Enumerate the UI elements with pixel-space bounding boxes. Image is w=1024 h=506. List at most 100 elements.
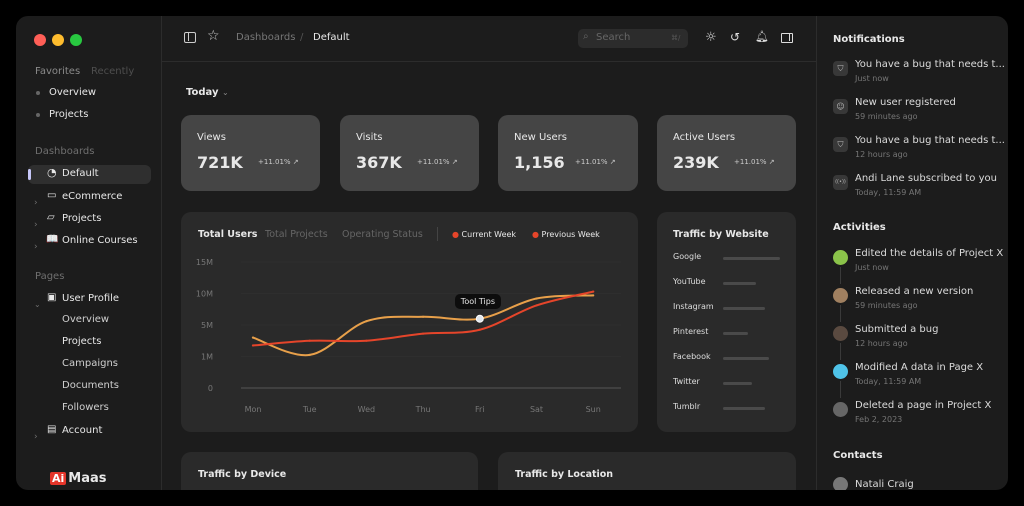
website-row: YouTube [673,277,783,291]
shopping-bag-icon: ▭ [47,190,57,201]
notification-text: Andi Lane subscribed to you [855,173,997,184]
notification-item[interactable]: ⛉ You have a bug that needs t... Just no… [833,59,1005,89]
folder-icon: ▱ [47,212,55,223]
activity-item[interactable]: Edited the details of Project X Just now [833,248,1003,278]
activity-text: Edited the details of Project X [855,248,1004,259]
activity-item[interactable]: Released a new version 59 minutes ago [833,286,1003,316]
activity-item[interactable]: Submitted a bug 12 hours ago [833,324,1003,354]
right-panel-toggle-icon[interactable] [781,33,793,43]
activity-time: 59 minutes ago [855,301,918,310]
search-input[interactable]: ⌕ Search ⌘/ [578,29,688,48]
search-placeholder: Search [596,32,631,43]
minimize-window-button[interactable] [52,34,64,46]
timeline-connector [840,381,841,398]
sidebar-item-projects[interactable]: Projects [49,109,89,120]
period-selector[interactable]: Today ⌄ [186,87,229,98]
star-icon[interactable]: ☆ [207,28,220,44]
stat-change: +11.01% ↗ [258,158,299,166]
sidebar-item-overview[interactable]: Overview [49,87,97,98]
id-card-icon: ▤ [47,424,57,435]
website-row: Facebook [673,352,783,366]
sidebar-item-user-profile[interactable]: ⌄ ▣ User Profile [34,292,154,309]
stat-change: +11.01% ↗ [734,158,775,166]
stat-value: 1,156 [514,153,565,172]
sidebar-subitem-projects[interactable]: Projects [62,336,102,347]
app-window: Favorites Recently Overview Projects Das… [16,16,1008,490]
stat-card-active-users: Active Users 239K +11.01% ↗ [657,115,796,191]
x-tick-label: Wed [358,405,375,414]
sidebar-item-label: User Profile [62,293,120,304]
divider [437,227,438,241]
tab-total-projects[interactable]: Total Projects [265,229,328,240]
website-name: YouTube [673,277,706,286]
notification-item[interactable]: ⛉ You have a bug that needs t... 12 hour… [833,135,1005,165]
tab-favorites[interactable]: Favorites [35,66,81,77]
history-icon[interactable]: ↺ [730,30,741,44]
chevron-down-icon: ⌄ [221,88,229,97]
search-icon: ⌕ [583,31,589,42]
chevron-down-icon: ⌄ [34,300,41,309]
y-tick-label: 5M [201,321,213,330]
broadcast-icon: ((•)) [833,175,848,190]
sidebar-subitem-campaigns[interactable]: Campaigns [62,358,119,369]
breadcrumb-dashboards[interactable]: Dashboards [236,32,296,43]
data-point [308,339,311,342]
notification-text: New user registered [855,97,956,108]
x-tick-label: Tue [302,405,317,414]
website-row: Twitter [673,377,783,391]
contact-name: Natali Craig [855,479,914,490]
website-name: Instagram [673,302,714,311]
trend-up-icon: ↗ [451,158,458,166]
y-tick-label: 10M [196,290,213,299]
activity-item[interactable]: Modified A data in Page X Today, 11:59 A… [833,362,1003,392]
tab-recently[interactable]: Recently [91,66,135,77]
data-point [592,290,595,293]
website-name: Pinterest [673,327,709,336]
bug-icon: ⛉ [833,137,848,152]
sidebar-subitem-overview[interactable]: Overview [62,314,110,325]
activity-item[interactable]: Deleted a page in Project X Feb 2, 2023 [833,400,1003,430]
avatar [833,402,848,417]
timeline-connector [840,343,841,360]
data-point [365,320,368,323]
breadcrumb-separator: / [300,32,304,43]
notification-item[interactable]: ((•)) Andi Lane subscribed to you Today,… [833,173,1003,203]
chevron-right-icon: › [34,242,38,252]
sidebar-item-online-courses[interactable]: › 📖 Online Courses [34,234,154,252]
notification-item[interactable]: ☺ New user registered 59 minutes ago [833,97,1003,127]
sidebar-item-account[interactable]: › ▤ Account [34,424,154,442]
sidebar-item-ecommerce[interactable]: › ▭ eCommerce [34,190,154,208]
sidebar-toggle-icon[interactable] [184,32,196,43]
sidebar-subitem-followers[interactable]: Followers [62,402,109,413]
bell-icon[interactable]: 🔔︎ [755,30,769,43]
theme-toggle-sun-icon[interactable]: ☼ [705,30,717,45]
maximize-window-button[interactable] [70,34,82,46]
website-traffic-bar [723,307,765,310]
notification-text: You have a bug that needs t... [855,59,1005,70]
notification-time: 59 minutes ago [855,112,918,121]
notification-time: Today, 11:59 AM [855,188,922,197]
sidebar-item-default[interactable]: ◔ Default [28,165,151,184]
series-line-previous-week [252,290,595,347]
stat-value: 721K [197,153,243,172]
tab-total-users[interactable]: Total Users [198,229,258,240]
close-window-button[interactable] [34,34,46,46]
website-name: Tumblr [673,402,701,411]
notification-text: You have a bug that needs t... [855,135,1005,146]
notification-time: 12 hours ago [855,150,908,159]
x-tick-label: Mon [245,405,262,414]
stat-change: +11.01% ↗ [417,158,458,166]
x-tick-label: Sat [530,405,543,414]
sidebar-item-projects-dashboard[interactable]: › ▱ Projects [34,212,154,230]
legend-current-week: ● Current Week [452,230,517,239]
stat-value: 239K [673,153,719,172]
breadcrumb-default[interactable]: Default [313,32,350,43]
bug-icon: ⛉ [833,61,848,76]
stat-label: New Users [514,132,567,143]
sidebar-subitem-documents[interactable]: Documents [62,380,120,391]
contact-item[interactable]: Natali Craig [833,477,1003,490]
data-point [592,294,595,297]
tab-operating-status[interactable]: Operating Status [342,229,423,240]
sidebar-item-label: Default [62,168,99,179]
stat-value: 367K [356,153,402,172]
